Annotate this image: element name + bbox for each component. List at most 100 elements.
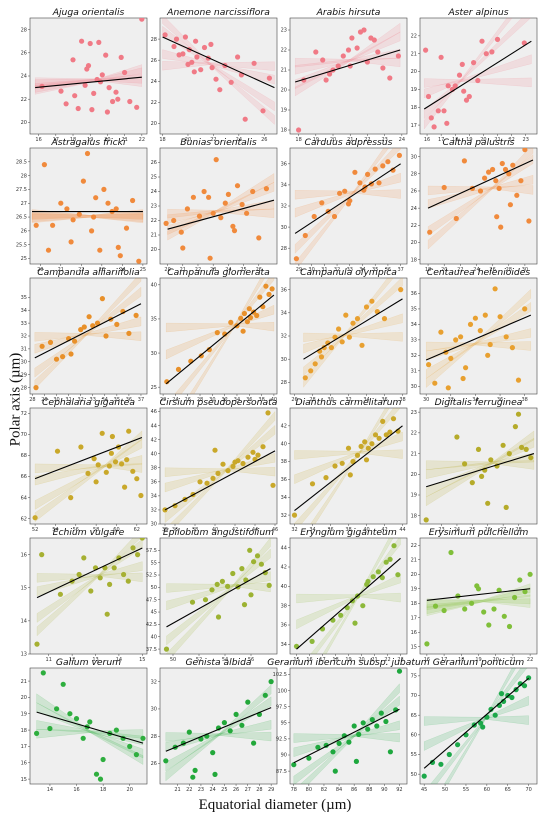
y-tick-label: 30 — [411, 384, 417, 390]
x-tick-label: 38 — [258, 397, 264, 403]
x-tick-label: 20 — [493, 657, 499, 663]
y-tick-label: 20 — [411, 69, 417, 75]
data-point — [431, 124, 437, 130]
data-point — [265, 410, 271, 416]
y-tick-label: 31 — [21, 347, 27, 353]
data-point — [383, 432, 389, 438]
confidence-band — [427, 154, 534, 236]
x-tick-label: 34 — [102, 397, 108, 403]
data-point — [424, 641, 430, 647]
y-tick-label: 23 — [411, 410, 417, 416]
data-point — [332, 334, 338, 340]
x-tick-label: 20 — [330, 137, 336, 143]
data-point — [93, 195, 99, 201]
data-point — [107, 581, 113, 588]
data-point — [523, 446, 529, 452]
data-point — [34, 641, 40, 647]
panel: Cephalaria gigantea 52 54 56 58 60 62 62 64 66 68 7… — [21, 397, 148, 533]
x-tick-label: 16 — [73, 787, 79, 793]
y-tick-label: 28 — [21, 173, 27, 179]
y-tick-label: 36 — [281, 623, 287, 629]
confidence-band — [295, 48, 401, 75]
confidence-band — [189, 278, 265, 394]
data-point — [438, 761, 444, 767]
data-point — [395, 53, 401, 59]
panel-background — [289, 17, 408, 135]
x-tick-label: 16 — [306, 657, 312, 663]
regression-line — [423, 677, 530, 769]
y-tick-label: 22 — [411, 543, 417, 549]
x-tick-label: 36 — [172, 527, 178, 533]
x-tick-label: 23 — [438, 527, 444, 533]
x-tick-label: 30 — [522, 267, 528, 273]
y-tick-label: 28 — [411, 171, 417, 177]
data-point — [104, 611, 110, 617]
y-tick-label: 26 — [151, 761, 157, 767]
y-tick-label: 33 — [411, 338, 417, 344]
panel-title: Cephalaria gigantea — [42, 397, 135, 408]
data-point — [210, 210, 216, 216]
y-tick-label: 23 — [281, 28, 287, 34]
data-point — [190, 194, 196, 200]
x-tick-label: 26 — [233, 787, 239, 793]
y-axis-label-text: Polar axis (µm) — [7, 352, 24, 446]
data-point — [225, 583, 231, 590]
x-tick-label: 20 — [441, 267, 447, 273]
panel: Echium vulgare 11 12 13 14 15 13 14 15 16 — [21, 527, 148, 663]
x-tick-label: 54 — [222, 657, 228, 663]
data-point — [500, 442, 506, 448]
y-tick-label: 90 — [281, 753, 287, 759]
data-point — [438, 329, 444, 335]
x-tick-label: 21 — [510, 657, 516, 663]
x-tick-label: 22 — [160, 397, 166, 403]
data-point — [50, 222, 56, 228]
data-point — [70, 217, 76, 223]
data-point — [432, 603, 439, 609]
data-point — [251, 60, 257, 66]
panel-title: Echium vulgare — [53, 527, 125, 538]
data-point — [460, 375, 466, 382]
y-tick-label: 17 — [411, 615, 417, 621]
data-point — [185, 61, 191, 67]
y-tick-label: 27 — [21, 201, 27, 207]
data-point — [97, 79, 104, 85]
data-point — [340, 53, 346, 59]
confidence-band — [300, 683, 400, 784]
data-point — [206, 347, 212, 353]
data-point — [350, 458, 356, 465]
data-point — [448, 549, 454, 556]
data-point — [40, 670, 46, 676]
data-point — [369, 717, 375, 723]
data-point — [453, 215, 459, 222]
x-tick-label: 42 — [232, 527, 238, 533]
data-point — [58, 88, 64, 94]
x-tick-label: 22 — [384, 657, 390, 663]
data-point — [522, 589, 528, 595]
panel: Geranium ibericum subsp. jubatum 78 80 82 84… — [267, 657, 430, 793]
x-tick-label: 21 — [494, 137, 500, 143]
panel-title: Ajuga orientalis — [52, 7, 125, 18]
data-point — [245, 699, 251, 705]
data-point — [254, 312, 260, 319]
y-tick-label: 55 — [151, 560, 157, 566]
y-tick-label: 26 — [151, 160, 157, 166]
confidence-band — [31, 212, 144, 223]
confidence-band — [294, 172, 401, 218]
data-point — [242, 116, 248, 122]
y-tick-label: 23 — [151, 204, 157, 210]
data-point — [186, 729, 192, 735]
y-tick-label: 30 — [281, 225, 287, 231]
data-point — [455, 742, 461, 748]
data-point — [455, 593, 461, 599]
data-point — [219, 578, 225, 585]
confidence-band — [294, 189, 401, 200]
x-tick-label: 21 — [121, 137, 127, 143]
y-tick-label: 26 — [411, 189, 417, 195]
x-tick-label: 25 — [140, 267, 146, 273]
data-point — [215, 614, 222, 620]
data-point — [247, 547, 253, 553]
x-tick-label: 23 — [198, 787, 204, 793]
panel: Arabis hirsuta 18 19 20 21 22 23 24 18 19 20 21 22 23 — [281, 7, 408, 143]
data-point — [106, 85, 112, 91]
